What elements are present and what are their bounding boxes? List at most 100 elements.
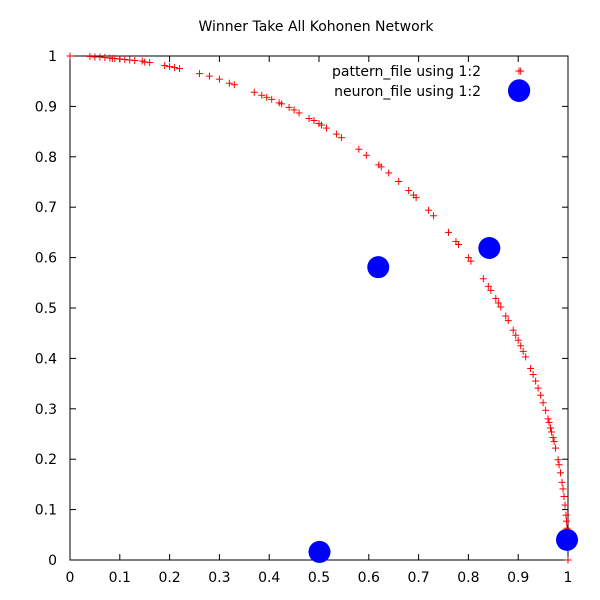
pattern-point — [290, 106, 298, 114]
pattern-point — [310, 117, 318, 125]
neuron-point — [556, 528, 579, 551]
pattern-point — [161, 62, 169, 70]
chart-title: Winner Take All Kohonen Network — [198, 19, 434, 35]
y-tick-label: 0.1 — [35, 503, 57, 519]
pattern-point — [295, 109, 303, 117]
pattern-point — [534, 384, 542, 392]
pattern-point — [362, 151, 370, 159]
pattern-point — [96, 53, 104, 61]
x-tick-label: 0.8 — [457, 570, 479, 586]
pattern-point — [176, 65, 184, 73]
pattern-point — [550, 438, 558, 446]
pattern-point — [377, 163, 385, 171]
y-tick-label: 0.7 — [35, 200, 57, 216]
pattern-point — [547, 424, 555, 432]
pattern-point — [561, 501, 569, 509]
neuron-series — [308, 79, 579, 563]
x-tick-label: 0.6 — [358, 570, 380, 586]
pattern-point — [454, 240, 462, 248]
pattern-point — [121, 56, 129, 64]
neuron-point — [478, 237, 501, 260]
pattern-point — [479, 275, 487, 283]
y-tick-label: 0.3 — [35, 402, 57, 418]
pattern-point — [494, 299, 502, 307]
pattern-point — [171, 64, 179, 72]
pattern-point — [337, 134, 345, 142]
pattern-point — [305, 114, 313, 122]
x-tick-label: 0.5 — [308, 570, 330, 586]
pattern-point — [522, 353, 530, 361]
pattern-point — [66, 52, 74, 60]
axis-ticks: 0 0.1 0.2 0.3 0.4 0.5 0.6 0.7 0.8 0.9 1 0 0.1 0.2 0.3 0… — [35, 49, 573, 586]
x-tick-label: 0.1 — [109, 570, 131, 586]
pattern-point — [205, 72, 213, 80]
y-tick-label: 0.4 — [35, 351, 57, 367]
neuron-point — [308, 540, 331, 563]
pattern-point — [512, 331, 520, 339]
y-tick-label: 0.2 — [35, 452, 57, 468]
pattern-point — [517, 342, 525, 350]
pattern-point — [502, 312, 510, 320]
pattern-point — [527, 364, 535, 372]
y-tick-label: 0.6 — [35, 251, 57, 267]
pattern-point — [395, 177, 403, 185]
pattern-point — [141, 58, 149, 66]
pattern-series — [66, 52, 572, 564]
y-tick-label: 0 — [48, 553, 57, 569]
pattern-point — [484, 282, 492, 290]
pattern-point — [405, 187, 413, 195]
pattern-point — [548, 428, 556, 436]
pattern-point — [322, 124, 330, 132]
pattern-point — [258, 91, 266, 99]
x-tick-label: 0.9 — [507, 570, 529, 586]
pattern-point — [332, 130, 340, 138]
pattern-point — [563, 517, 571, 525]
pattern-point — [492, 294, 500, 302]
pattern-point — [146, 59, 154, 67]
pattern-point — [385, 169, 393, 177]
pattern-point — [554, 456, 562, 464]
x-tick-label: 0.2 — [158, 570, 180, 586]
pattern-point — [564, 556, 572, 564]
pattern-point — [430, 212, 438, 220]
x-tick-label: 1 — [564, 570, 573, 586]
pattern-point — [514, 336, 522, 344]
legend-circle-marker — [508, 80, 530, 102]
pattern-point — [230, 81, 238, 89]
pattern-point — [166, 63, 174, 71]
pattern-point — [558, 478, 566, 486]
pattern-point — [519, 347, 527, 355]
pattern-point — [278, 100, 286, 108]
pattern-point — [355, 145, 363, 153]
pattern-point — [504, 317, 512, 325]
y-tick-label: 0.5 — [35, 301, 57, 317]
pattern-point — [467, 257, 475, 265]
pattern-point — [444, 228, 452, 236]
pattern-point — [560, 492, 568, 500]
pattern-point — [126, 56, 134, 64]
pattern-point — [317, 121, 325, 129]
pattern-point — [552, 444, 560, 452]
pattern-point — [537, 391, 545, 399]
pattern-point — [555, 461, 563, 469]
legend-marker-neuron — [508, 80, 530, 102]
pattern-point — [544, 415, 552, 423]
plot-frame — [69, 55, 569, 561]
y-tick-label: 1 — [48, 49, 57, 65]
x-tick-label: 0 — [66, 570, 75, 586]
pattern-point — [464, 254, 472, 262]
pattern-point — [425, 206, 433, 214]
neuron-point — [367, 256, 390, 279]
pattern-point — [545, 418, 553, 426]
legend-plus-marker — [515, 67, 523, 75]
x-tick-label: 0.4 — [258, 570, 280, 586]
pattern-point — [549, 434, 557, 442]
pattern-point — [559, 485, 567, 493]
pattern-point — [225, 79, 233, 87]
pattern-point — [101, 54, 109, 62]
pattern-point — [412, 194, 420, 202]
legend-label-neuron: neuron_file using 1:2 — [334, 84, 481, 100]
pattern-point — [268, 95, 276, 103]
pattern-point — [487, 286, 495, 294]
